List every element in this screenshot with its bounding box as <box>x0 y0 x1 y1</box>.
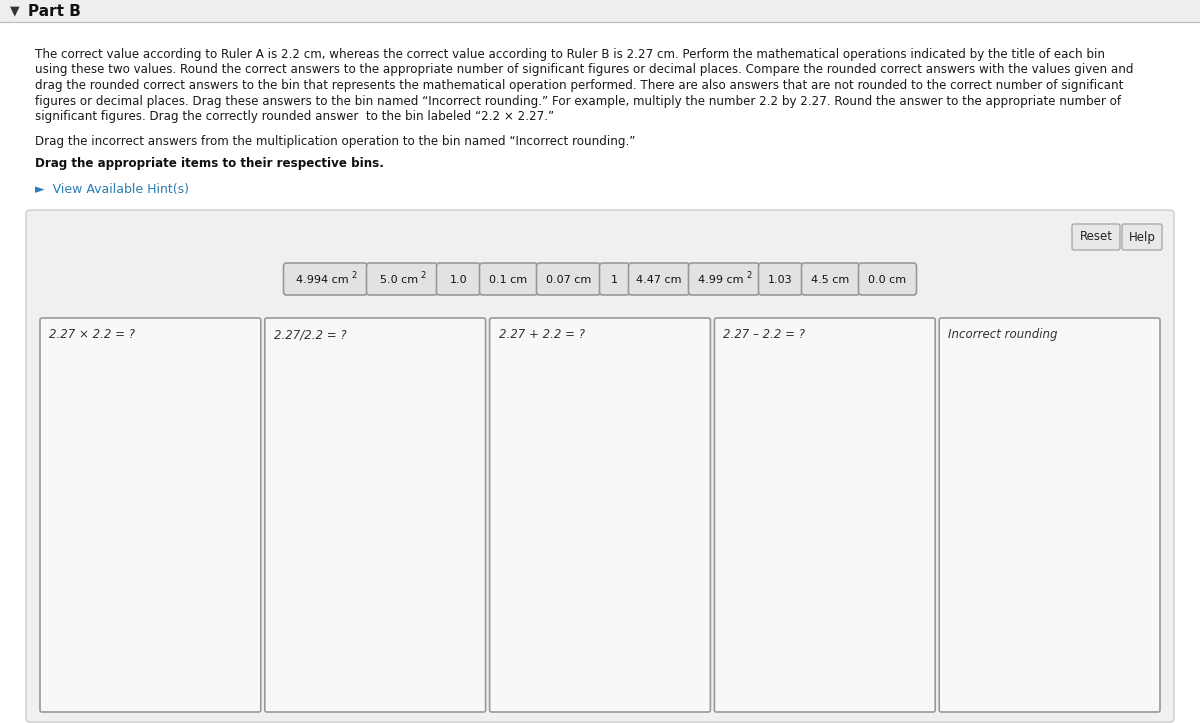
FancyBboxPatch shape <box>480 263 538 295</box>
Text: 2.27 × 2.2 = ?: 2.27 × 2.2 = ? <box>49 328 134 341</box>
FancyBboxPatch shape <box>940 318 1160 712</box>
Bar <box>0 0 1200 22</box>
Text: 5.0 cm: 5.0 cm <box>380 275 418 285</box>
FancyBboxPatch shape <box>600 263 630 295</box>
Text: 2: 2 <box>352 272 356 281</box>
FancyBboxPatch shape <box>802 263 859 295</box>
Text: 2: 2 <box>421 272 426 281</box>
Text: 1: 1 <box>611 275 618 285</box>
FancyBboxPatch shape <box>265 318 486 712</box>
Text: The correct value according to Ruler A is 2.2 cm, whereas the correct value acco: The correct value according to Ruler A i… <box>35 48 1105 61</box>
Text: Help: Help <box>1128 231 1156 244</box>
FancyBboxPatch shape <box>1072 224 1120 250</box>
Text: 2.27/2.2 = ?: 2.27/2.2 = ? <box>274 328 347 341</box>
Text: 4.5 cm: 4.5 cm <box>811 275 850 285</box>
FancyBboxPatch shape <box>283 263 367 295</box>
Text: significant figures. Drag the correctly rounded answer  to the bin labeled “2.2 : significant figures. Drag the correctly … <box>35 110 554 123</box>
Text: 0.0 cm: 0.0 cm <box>869 275 906 285</box>
FancyBboxPatch shape <box>1122 224 1162 250</box>
Text: 4.994 cm: 4.994 cm <box>296 275 349 285</box>
Text: Reset: Reset <box>1080 231 1112 244</box>
Text: Part B: Part B <box>28 4 80 19</box>
FancyBboxPatch shape <box>629 263 690 295</box>
Text: 2.27 + 2.2 = ?: 2.27 + 2.2 = ? <box>499 328 584 341</box>
Text: Drag the incorrect answers from the multiplication operation to the bin named “I: Drag the incorrect answers from the mult… <box>35 135 636 148</box>
Text: 4.47 cm: 4.47 cm <box>636 275 682 285</box>
FancyBboxPatch shape <box>536 263 600 295</box>
Text: ►  View Available Hint(s): ► View Available Hint(s) <box>35 182 190 195</box>
FancyBboxPatch shape <box>40 318 260 712</box>
Text: figures or decimal places. Drag these answers to the bin named “Incorrect roundi: figures or decimal places. Drag these an… <box>35 95 1121 108</box>
FancyBboxPatch shape <box>490 318 710 712</box>
FancyBboxPatch shape <box>689 263 760 295</box>
FancyBboxPatch shape <box>858 263 917 295</box>
Text: ▼: ▼ <box>10 4 19 17</box>
FancyBboxPatch shape <box>758 263 803 295</box>
Text: Drag the appropriate items to their respective bins.: Drag the appropriate items to their resp… <box>35 157 384 170</box>
Text: 4.99 cm: 4.99 cm <box>698 275 744 285</box>
Text: 0.1 cm: 0.1 cm <box>490 275 528 285</box>
FancyBboxPatch shape <box>714 318 935 712</box>
Text: 0.07 cm: 0.07 cm <box>546 275 592 285</box>
FancyBboxPatch shape <box>366 263 438 295</box>
Text: using these two values. Round the correct answers to the appropriate number of s: using these two values. Round the correc… <box>35 64 1134 77</box>
Text: 2.27 – 2.2 = ?: 2.27 – 2.2 = ? <box>724 328 805 341</box>
Text: Incorrect rounding: Incorrect rounding <box>948 328 1057 341</box>
FancyBboxPatch shape <box>437 263 480 295</box>
Text: 1.0: 1.0 <box>450 275 467 285</box>
Text: 2: 2 <box>746 272 751 281</box>
Text: drag the rounded correct answers to the bin that represents the mathematical ope: drag the rounded correct answers to the … <box>35 79 1123 92</box>
Text: 1.03: 1.03 <box>768 275 793 285</box>
FancyBboxPatch shape <box>26 210 1174 722</box>
